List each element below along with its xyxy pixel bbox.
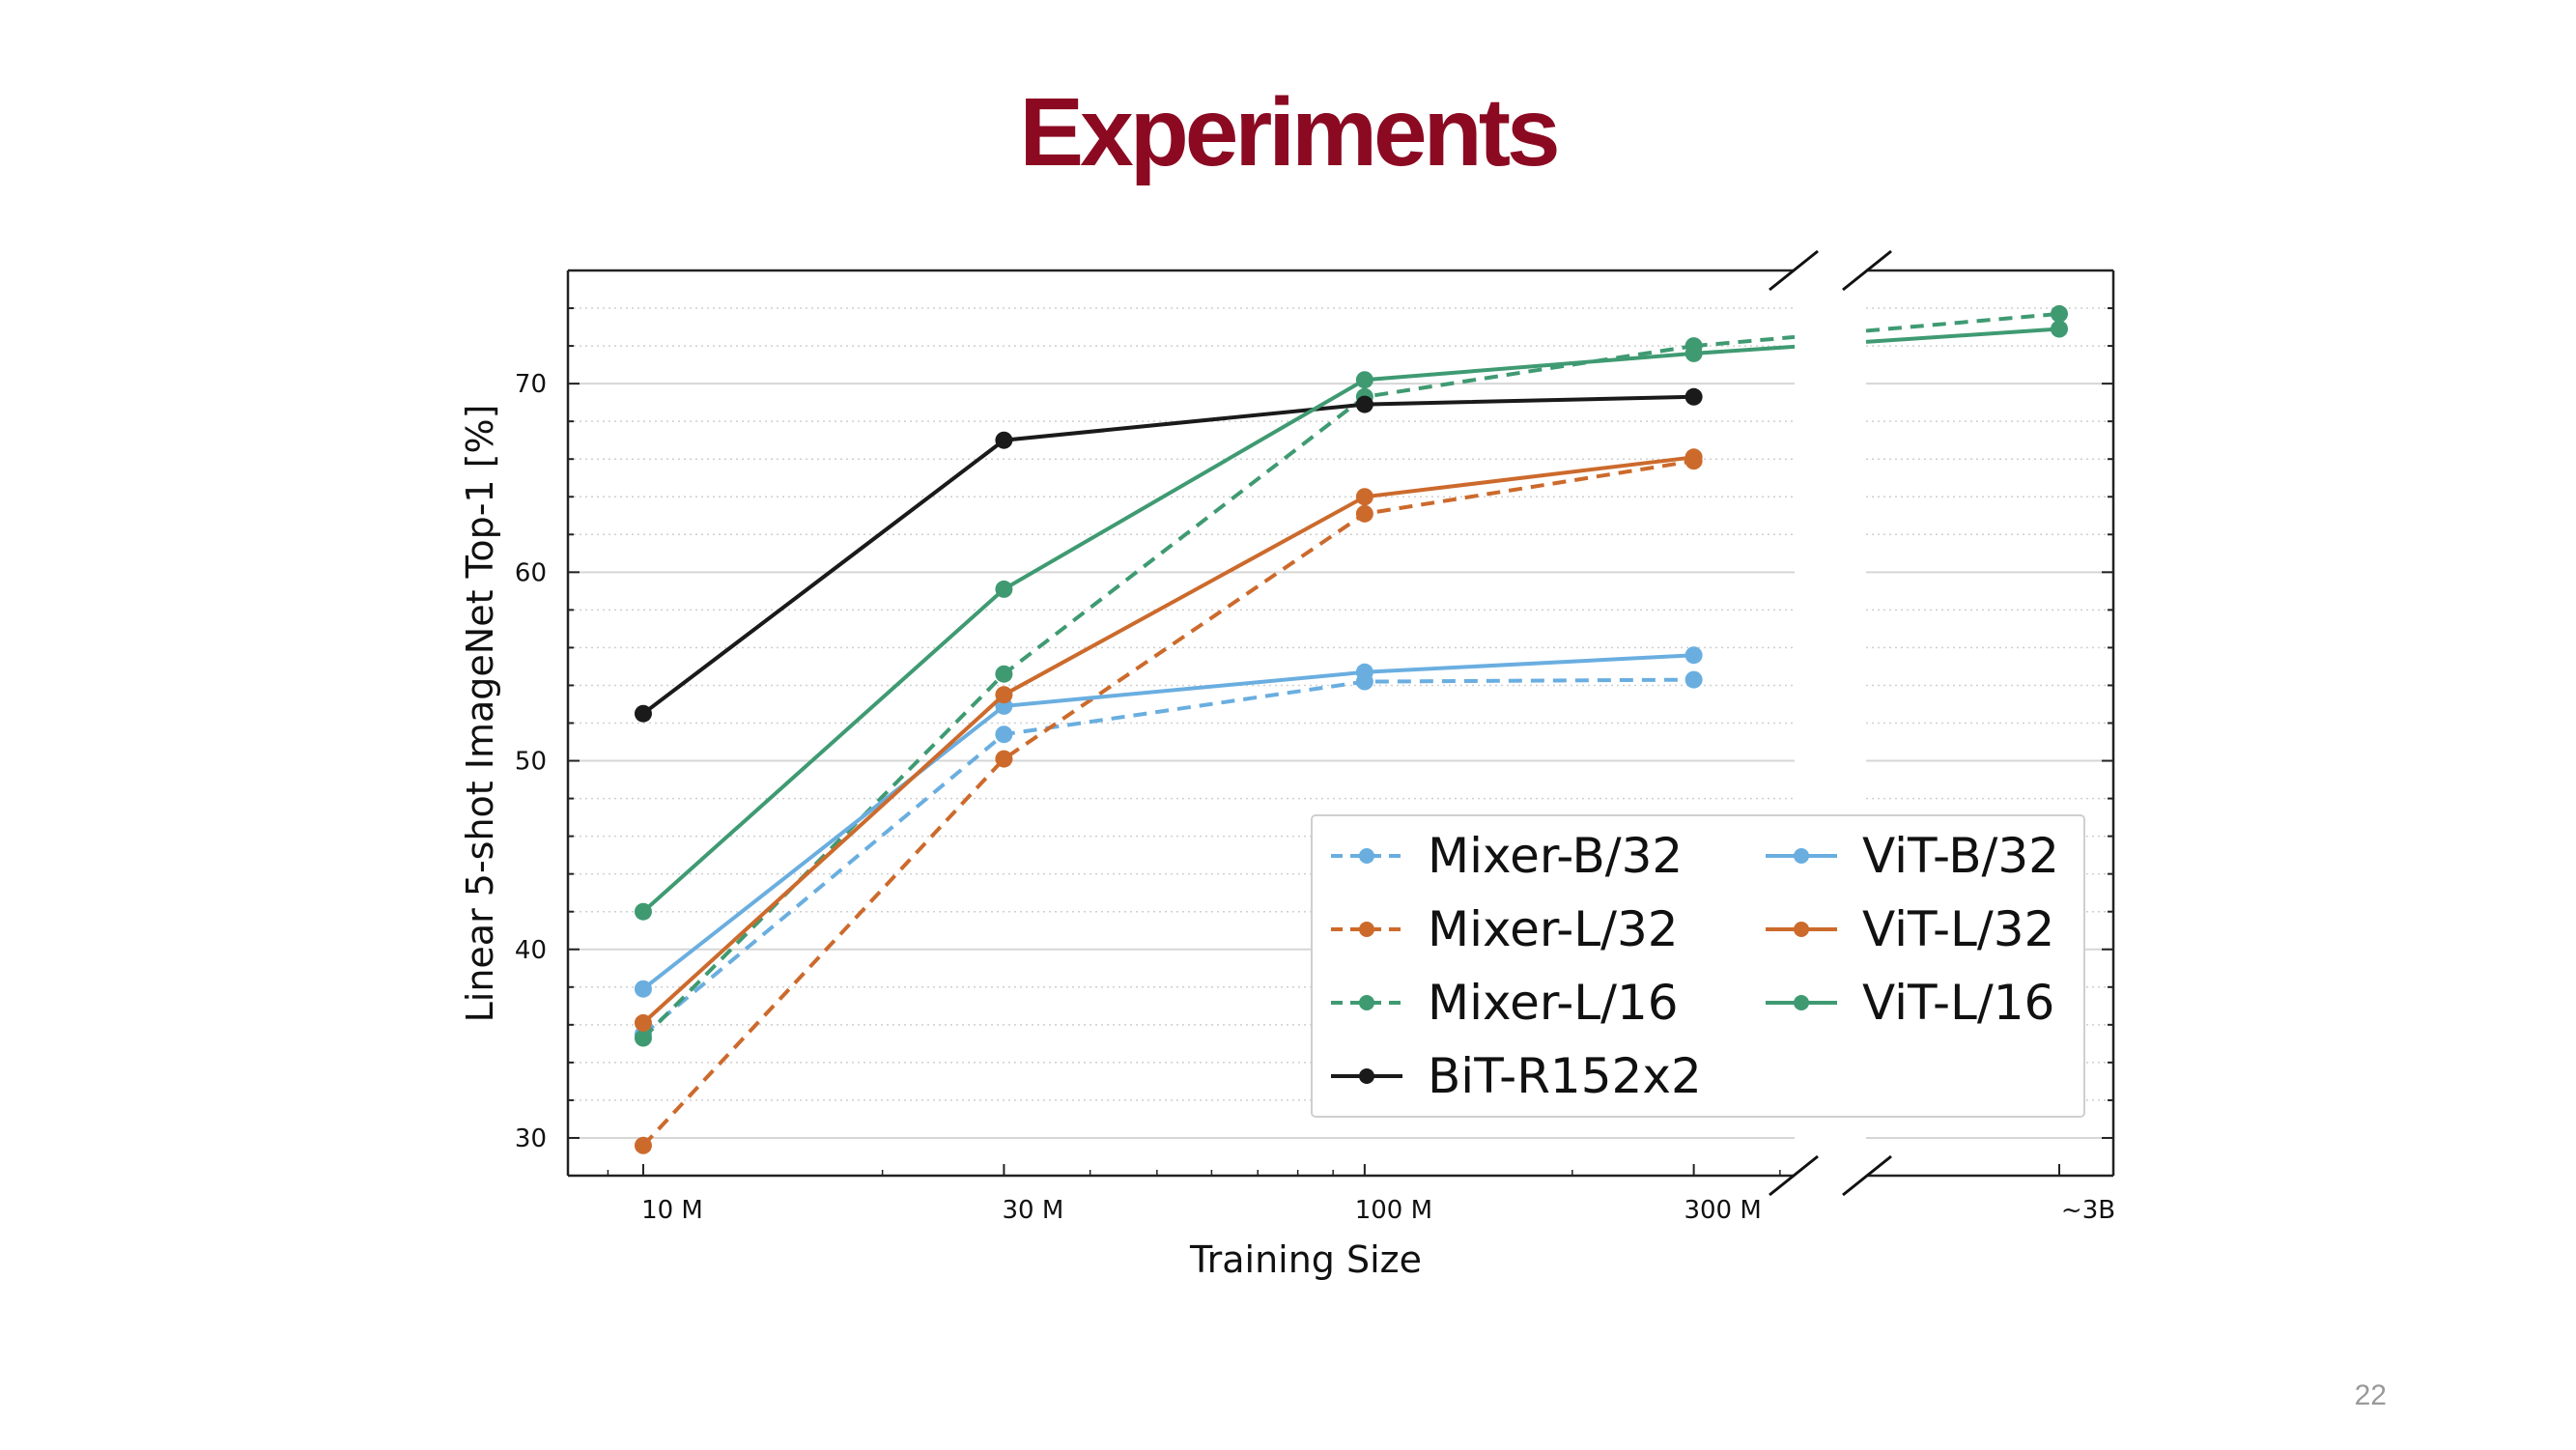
data-point-vit-l-32 <box>1684 448 1703 467</box>
series-line-vit-l-16 <box>641 351 1694 914</box>
series-line-mixer-l-16-post-break <box>1865 311 2060 333</box>
data-point-vit-b-32 <box>1684 646 1703 665</box>
legend-marker-mixer-b-32 <box>1359 848 1374 864</box>
data-point-vit-l-16 <box>1684 344 1703 362</box>
data-point-mixer-b-32 <box>1684 670 1703 689</box>
y-tick-label: 50 <box>515 748 547 777</box>
series-line-mixer-b-32 <box>641 677 1694 1037</box>
series-line-bit-r152x2 <box>641 394 1694 716</box>
data-point-mixer-l-32 <box>995 750 1013 768</box>
x-tick-label: 300 M <box>1684 1196 1761 1225</box>
series-line-vit-l-16-pre-break <box>1693 344 1796 355</box>
legend-marker-vit-l-16 <box>1794 995 1809 1010</box>
legend-label-mixer-b-32: Mixer-B/32 <box>1428 828 1683 884</box>
legend-marker-bit-r152x2 <box>1359 1068 1374 1084</box>
data-point-vit-l-16 <box>634 902 652 921</box>
axis-break-mark <box>1842 1154 1892 1197</box>
series-line-vit-b-32 <box>641 653 1694 991</box>
slide-title: Experiments <box>1019 78 1560 186</box>
data-point-bit-r152x2 <box>634 704 652 723</box>
legend-label-mixer-l-32: Mixer-L/32 <box>1428 901 1679 957</box>
data-point-vit-l-16 <box>995 580 1013 598</box>
data-point-vit-l-32 <box>634 1013 652 1032</box>
legend-label-vit-l-16: ViT-L/16 <box>1862 975 2054 1031</box>
data-point-vit-l-32 <box>1355 488 1373 506</box>
legend-label-vit-l-32: ViT-L/32 <box>1862 901 2054 957</box>
data-point-bit-r152x2 <box>995 431 1013 449</box>
legend-label-vit-b-32: ViT-B/32 <box>1862 828 2059 884</box>
data-point-mixer-l-16 <box>995 665 1013 683</box>
series-line-vit-l-16-post-break <box>1865 327 2060 344</box>
legend-label-mixer-l-16: Mixer-L/16 <box>1428 975 1679 1031</box>
data-point-vit-b-32 <box>634 980 652 998</box>
axis-break-mark <box>1769 1154 1819 1197</box>
data-point-bit-r152x2 <box>1684 387 1703 406</box>
series-line-mixer-l-16-pre-break <box>1693 334 1796 349</box>
x-tick-label: ~3B <box>2061 1196 2115 1225</box>
y-tick-label: 40 <box>515 936 547 965</box>
x-tick-label: 100 M <box>1355 1196 1432 1225</box>
data-point-vit-b-32 <box>1355 663 1373 681</box>
data-point-bit-r152x2 <box>1355 395 1373 413</box>
y-axis-label: Linear 5-shot ImageNet Top-1 [%] <box>459 405 501 1023</box>
series-line-vit-l-32 <box>641 455 1694 1025</box>
y-tick-label: 30 <box>515 1124 547 1153</box>
data-point-mixer-l-16 <box>2051 304 2068 323</box>
legend-label-bit-r152x2: BiT-R152x2 <box>1428 1048 1702 1104</box>
y-tick-label: 60 <box>515 558 547 587</box>
data-point-mixer-l-32 <box>634 1136 652 1154</box>
legend-marker-vit-l-32 <box>1794 922 1809 937</box>
page-number: 22 <box>2354 1379 2387 1411</box>
axis-break-mark <box>1769 249 1819 292</box>
series-line-mixer-l-16 <box>641 344 1694 1039</box>
x-axis-label: Training Size <box>1189 1238 1422 1281</box>
y-tick-label: 70 <box>515 370 547 399</box>
legend-marker-mixer-l-32 <box>1359 922 1374 937</box>
data-point-mixer-l-16 <box>634 1029 652 1047</box>
data-point-vit-l-16 <box>2051 320 2068 338</box>
data-point-mixer-b-32 <box>995 725 1013 744</box>
legend-marker-mixer-l-16 <box>1359 995 1374 1010</box>
legend-marker-vit-b-32 <box>1794 848 1809 864</box>
x-tick-label: 10 M <box>641 1196 703 1225</box>
data-point-vit-l-16 <box>1355 371 1373 389</box>
data-point-vit-l-32 <box>995 686 1013 704</box>
axis-break-mark <box>1842 249 1892 292</box>
data-point-mixer-l-32 <box>1355 504 1373 523</box>
legend-box <box>1311 814 2085 1118</box>
x-tick-label: 30 M <box>1003 1196 1064 1225</box>
